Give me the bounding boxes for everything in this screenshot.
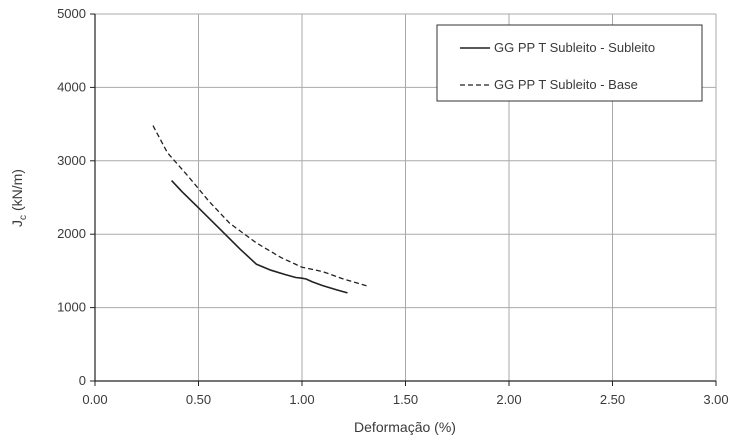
y-axis-title: Jc (kN/m)	[9, 169, 29, 227]
y-axis-title-subscript: c	[18, 215, 29, 220]
series-lines	[152, 125, 369, 294]
y-axis-title-symbol: J	[9, 220, 25, 227]
x-tick-label: 0.00	[82, 392, 107, 407]
tick-labels: 0.00 0.50 1.00 1.50 2.00 2.50 3.00 0 1000 2000 300…	[57, 6, 729, 407]
x-tick-label: 2.50	[600, 392, 625, 407]
y-tick-label: 4000	[57, 79, 86, 94]
series-line-subleito	[171, 180, 348, 294]
y-tick-label: 1000	[57, 300, 86, 315]
y-tick-label: 3000	[57, 153, 86, 168]
y-axis-title-units: (kN/m)	[9, 169, 25, 215]
legend-label-base: GG PP T Subleito - Base	[494, 77, 638, 92]
y-tick-label: 0	[79, 373, 86, 388]
x-tick-label: 1.00	[289, 392, 314, 407]
y-tick-label: 5000	[57, 6, 86, 21]
x-tick-label: 3.00	[703, 392, 728, 407]
x-tick-label: 2.00	[496, 392, 521, 407]
y-tick-label: 2000	[57, 226, 86, 241]
legend: GG PP T Subleito - Subleito GG PP T Subl…	[436, 24, 703, 102]
legend-label-subleito: GG PP T Subleito - Subleito	[494, 40, 655, 55]
x-tick-label: 1.50	[393, 392, 418, 407]
legend-box	[436, 24, 703, 102]
series-line-base	[152, 125, 369, 287]
x-axis-title: Deformação (%)	[354, 419, 456, 435]
x-tick-label: 0.50	[186, 392, 211, 407]
axes	[90, 13, 717, 386]
